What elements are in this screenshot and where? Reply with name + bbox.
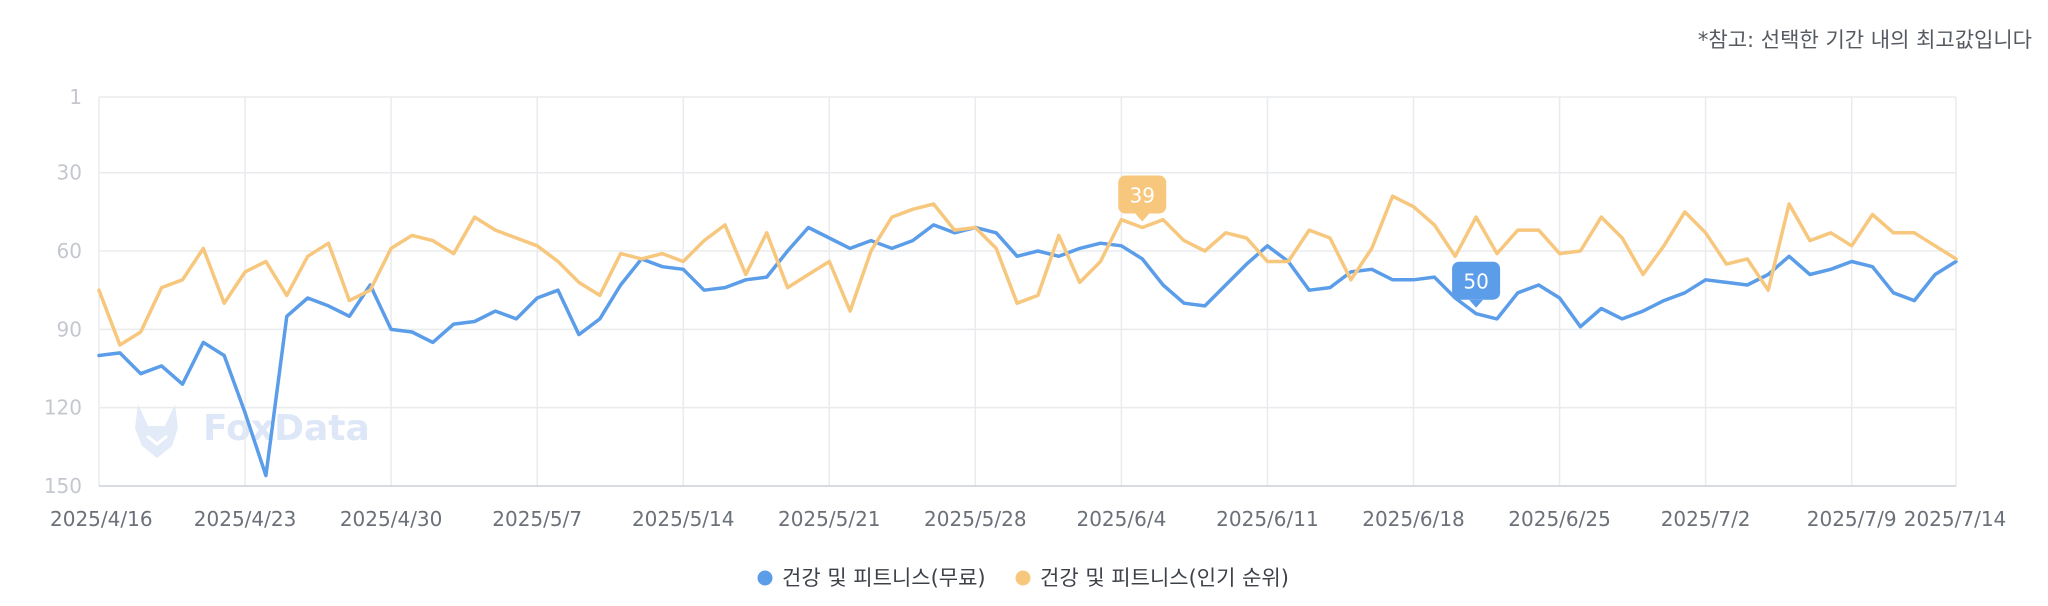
peak-badge-pointer xyxy=(1469,299,1484,308)
fox-logo-icon xyxy=(135,404,178,458)
series-line-2 xyxy=(97,194,1958,347)
x-tick-label: 2025/6/25 xyxy=(1508,507,1611,531)
x-tick-label: 2025/5/14 xyxy=(632,507,735,531)
peak-badge-2: 39 xyxy=(1118,175,1167,222)
peak-badge-label: 50 xyxy=(1463,270,1488,294)
legend-marker xyxy=(757,570,773,586)
peak-badge-1: 50 xyxy=(1452,261,1501,308)
x-tick-label: 2025/5/21 xyxy=(778,507,881,531)
legend-item-1[interactable]: 건강 및 피트니스(무료) xyxy=(757,566,986,590)
y-tick-label: 150 xyxy=(44,474,82,498)
x-tick-label: 2025/4/23 xyxy=(194,507,297,531)
legend-label: 건강 및 피트니스(무료) xyxy=(782,566,986,590)
peak-badge-label: 39 xyxy=(1130,184,1155,208)
x-tick-label: 2025/6/18 xyxy=(1362,507,1465,531)
foxdata-watermark: FoxData xyxy=(135,404,370,458)
x-tick-label: 2025/5/28 xyxy=(924,507,1027,531)
x-tick-label: 2025/7/9 xyxy=(1807,507,1897,531)
y-tick-label: 90 xyxy=(57,317,82,341)
peak-badge-pointer xyxy=(1135,213,1150,222)
legend-marker xyxy=(1015,570,1031,586)
watermark-text: FoxData xyxy=(203,408,370,449)
legend-label: 건강 및 피트니스(인기 순위) xyxy=(1040,566,1289,590)
y-tick-label: 60 xyxy=(57,239,82,263)
x-tick-label: 2025/6/11 xyxy=(1216,507,1319,531)
y-tick-label: 120 xyxy=(44,396,82,420)
y-tick-label: 1 xyxy=(69,85,82,109)
x-tick-label: 2025/4/30 xyxy=(340,507,443,531)
y-tick-label: 30 xyxy=(57,161,82,185)
series-line-1 xyxy=(97,223,1958,478)
x-tick-label: 2025/5/7 xyxy=(492,507,582,531)
legend-item-2[interactable]: 건강 및 피트니스(인기 순위) xyxy=(1015,566,1289,590)
x-tick-label: 2025/7/2 xyxy=(1661,507,1751,531)
x-tick-label: 2025/7/14 xyxy=(1904,507,2007,531)
peak-badge-box xyxy=(1452,261,1501,300)
x-tick-label: 2025/6/4 xyxy=(1076,507,1166,531)
x-tick-label: 2025/4/16 xyxy=(50,507,153,531)
peak-badge-box xyxy=(1118,175,1167,214)
chart-note: *참고: 선택한 기간 내의 최고값입니다 xyxy=(1697,28,2032,52)
